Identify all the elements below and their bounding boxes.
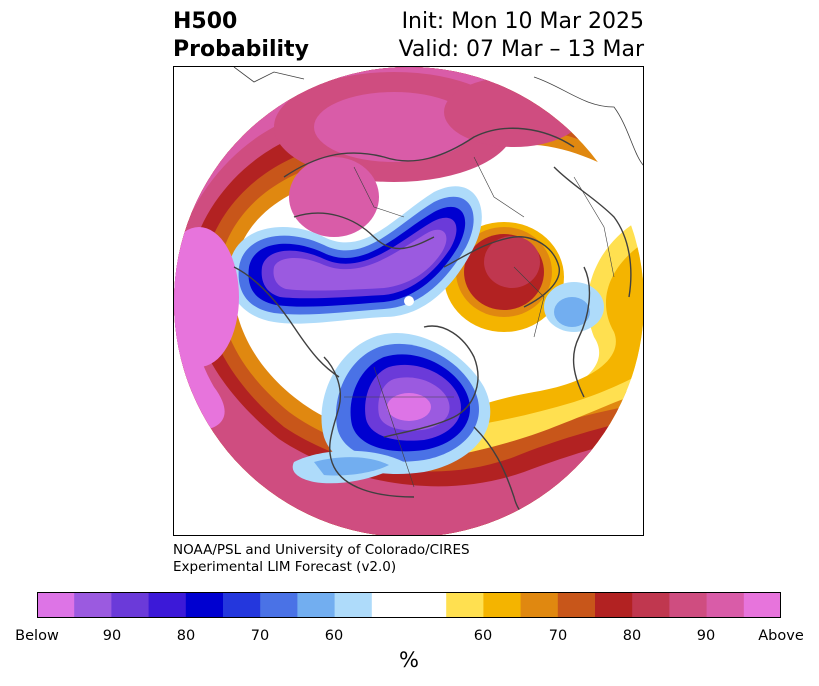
colorbar-segment xyxy=(74,592,112,618)
colorbar-unit: % xyxy=(399,648,419,672)
colorbar-segment xyxy=(632,592,670,618)
corner-geography xyxy=(233,67,643,166)
colorbar-label-a70: 70 xyxy=(548,628,568,644)
probability-colorbar xyxy=(37,592,781,618)
variable-label: H500 xyxy=(173,9,238,34)
valid-range: Valid: 07 Mar – 13 Mar xyxy=(398,37,644,62)
title-right: Init: Mon 10 Mar 2025 Valid: 07 Mar – 13… xyxy=(399,8,644,64)
colorbar-segment xyxy=(223,592,261,618)
colorbar-labels: Below 90 80 70 60 60 70 80 90 Above xyxy=(0,628,819,646)
colorbar-segment xyxy=(706,592,745,618)
colorbar-border xyxy=(37,592,781,618)
colorbar-label-above: Above xyxy=(758,628,804,644)
colorbar-segment xyxy=(520,592,559,618)
colorbar-segment xyxy=(297,592,336,618)
product-label: Probability xyxy=(173,37,309,62)
colorbar-segment xyxy=(260,592,298,618)
colorbar-segment xyxy=(148,592,187,618)
colorbar-segment xyxy=(669,592,708,618)
colorbar-segment xyxy=(111,592,150,618)
colorbar-label-a90: 90 xyxy=(696,628,716,644)
map-frame xyxy=(173,66,644,536)
polar-map xyxy=(174,67,643,535)
colorbar-segment xyxy=(37,592,75,618)
north-pole-marker xyxy=(404,296,414,306)
colorbar-label-b90: 90 xyxy=(102,628,122,644)
colorbar-label-below: Below xyxy=(15,628,59,644)
colorbar-segment xyxy=(595,592,633,618)
colorbar-segment xyxy=(446,592,484,618)
above-band-east xyxy=(374,217,643,467)
colorbar-segment xyxy=(334,592,373,618)
colorbar-segment xyxy=(185,592,224,618)
colorbar-label-b80: 80 xyxy=(176,628,196,644)
colorbar-label-a60: 60 xyxy=(473,628,493,644)
coastlines xyxy=(233,127,632,524)
colorbar-label-a80: 80 xyxy=(622,628,642,644)
title-left: H500 Probability xyxy=(173,8,309,64)
colorbar-segment xyxy=(557,592,596,618)
init-date: Init: Mon 10 Mar 2025 xyxy=(401,9,644,34)
colorbar-label-b70: 70 xyxy=(250,628,270,644)
credit: NOAA/PSL and University of Colorado/CIRE… xyxy=(173,542,470,576)
borders xyxy=(344,156,615,488)
credit-line-1: NOAA/PSL and University of Colorado/CIRE… xyxy=(173,542,470,558)
credit-line-2: Experimental LIM Forecast (v2.0) xyxy=(173,559,397,575)
colorbar-label-b60: 60 xyxy=(324,628,344,644)
colorbar-segment xyxy=(371,592,447,618)
probability-field xyxy=(174,67,643,535)
colorbar-segment xyxy=(743,592,781,618)
colorbar-segment xyxy=(483,592,522,618)
